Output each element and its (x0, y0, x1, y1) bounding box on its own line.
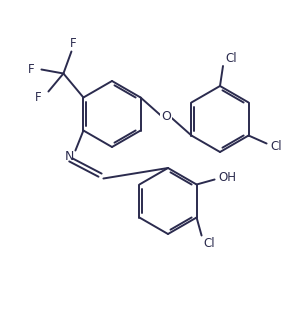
Text: OH: OH (219, 171, 237, 184)
Text: F: F (35, 91, 42, 104)
Text: N: N (65, 150, 74, 163)
Text: F: F (28, 63, 35, 76)
Text: O: O (161, 110, 171, 123)
Text: Cl: Cl (204, 237, 215, 250)
Text: F: F (70, 37, 77, 50)
Text: Cl: Cl (271, 140, 282, 153)
Text: Cl: Cl (225, 52, 237, 65)
